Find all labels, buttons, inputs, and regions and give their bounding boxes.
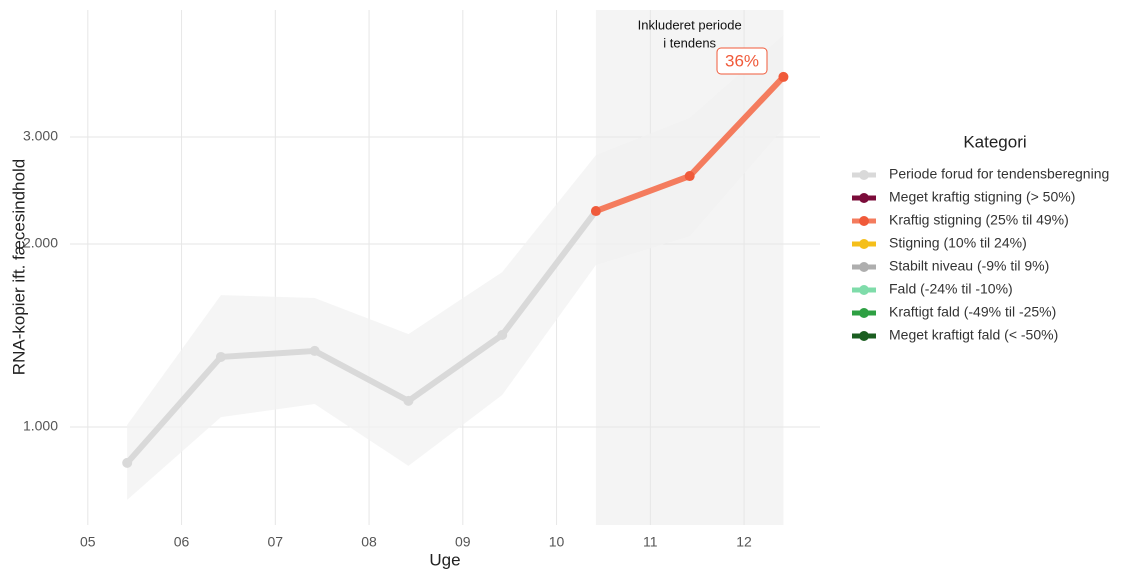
x-tick-label: 10 (549, 534, 565, 550)
highlight-label: i tendens (663, 35, 716, 50)
data-point (497, 329, 508, 340)
legend-key-dot (859, 308, 869, 318)
data-point (590, 206, 601, 217)
legend-key-dot (859, 262, 869, 272)
y-tick-label: 3.000 (23, 128, 58, 144)
trend-label-box (716, 47, 768, 75)
x-tick-label: 07 (268, 534, 284, 550)
x-tick-label: 12 (736, 534, 752, 550)
x-tick-label: 06 (174, 534, 190, 550)
legend-title: Kategori (963, 132, 1026, 151)
x-tick-label: 08 (361, 534, 377, 550)
confidence-band (127, 34, 784, 500)
data-point (215, 351, 226, 362)
data-point (778, 71, 789, 82)
legend-key-dot (859, 331, 869, 341)
y-tick-label: 1.000 (23, 418, 58, 434)
x-tick-label: 05 (80, 534, 96, 550)
legend-key-dot (859, 216, 869, 226)
legend-label: Stigning (10% til 24%) (889, 235, 1027, 251)
legend-label: Stabilt niveau (-9% til 9%) (889, 258, 1049, 274)
legend-key-dot (859, 193, 869, 203)
data-point (403, 395, 414, 406)
y-axis-label: RNA-kopier ift. fæcesindhold (9, 159, 28, 375)
series-line (124, 209, 599, 465)
highlight-label: Inkluderet periode (638, 17, 742, 32)
data-point (684, 171, 695, 182)
trend-label: 36% (725, 51, 759, 70)
legend-label: Meget kraftig stigning (> 50%) (889, 189, 1075, 205)
legend-key-dot (859, 239, 869, 249)
x-tick-label: 11 (643, 534, 658, 550)
legend-key-dot (859, 285, 869, 295)
legend-label: Meget kraftigt fald (< -50%) (889, 327, 1058, 343)
legend-key-dot (859, 170, 869, 180)
data-point (309, 345, 320, 356)
data-point (122, 457, 133, 468)
y-tick-label: 2.000 (23, 235, 58, 251)
legend-label: Kraftig stigning (25% til 49%) (889, 212, 1069, 228)
x-tick-label: 09 (455, 534, 471, 550)
legend-label: Periode forud for tendensberegning (889, 166, 1109, 182)
legend-label: Kraftigt fald (-49% til -25%) (889, 304, 1056, 320)
x-axis-label: Uge (429, 550, 460, 569)
legend-label: Fald (-24% til -10%) (889, 281, 1013, 297)
